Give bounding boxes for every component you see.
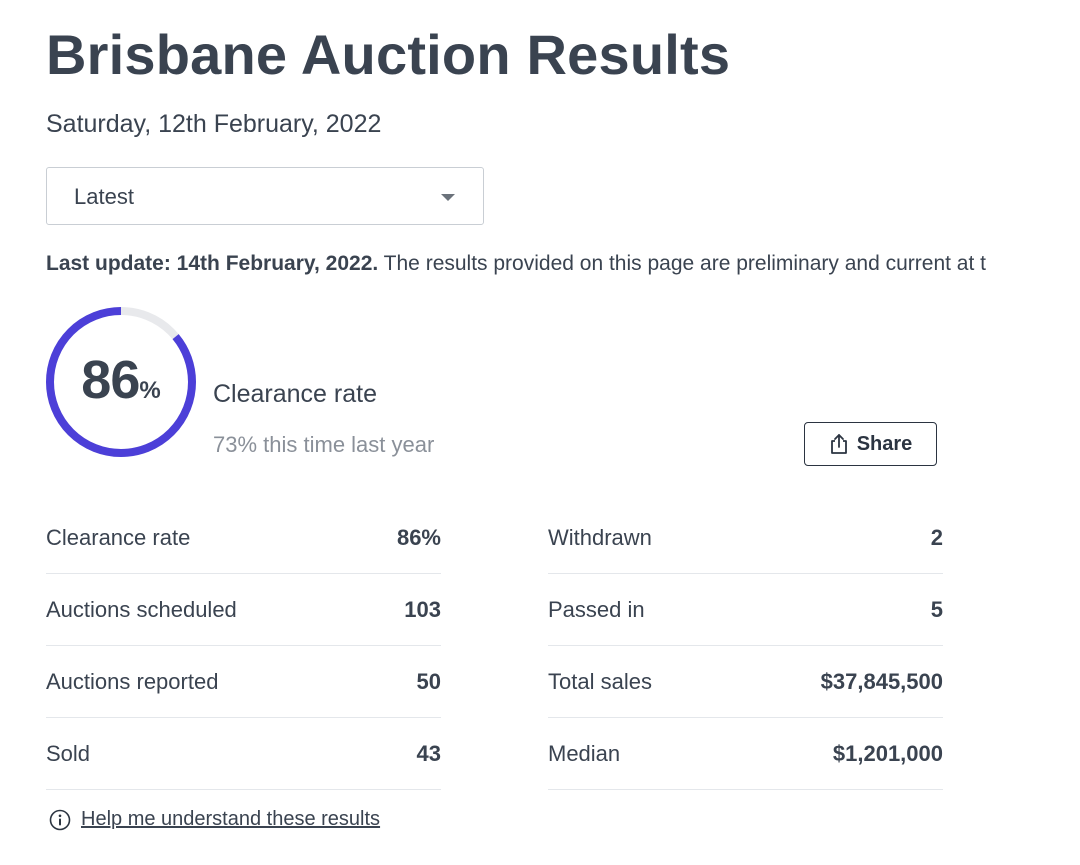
stat-row: Median $1,201,000 — [548, 718, 943, 790]
stat-label: Withdrawn — [548, 524, 652, 550]
help-understand-results-link[interactable]: Help me understand these results — [81, 808, 381, 830]
stat-value: 43 — [416, 740, 441, 766]
gauge-value: 86% — [44, 349, 198, 411]
help-link-group[interactable]: Help me understand these results — [49, 808, 380, 831]
stats-table-left: Clearance rate 86% Auctions scheduled 10… — [46, 502, 441, 790]
stat-row: Passed in 5 — [548, 574, 943, 646]
share-icon — [830, 434, 847, 454]
stat-label: Median — [548, 740, 621, 766]
stat-row: Withdrawn 2 — [548, 502, 943, 574]
share-button-label: Share — [856, 432, 913, 455]
dropdown-selected-value: Latest — [74, 184, 134, 209]
clearance-rate-comparison: 73% this time last year — [213, 432, 435, 457]
last-update-text: The results provided on this page are pr… — [378, 252, 986, 275]
results-period-dropdown[interactable]: Latest — [46, 167, 484, 225]
last-update-date: Last update: 14th February, 2022. — [46, 252, 379, 275]
stat-label: Total sales — [548, 668, 652, 694]
gauge-progress-arc — [46, 307, 196, 457]
gauge-number: 86 — [81, 350, 140, 410]
stat-value: $1,201,000 — [832, 740, 943, 766]
clearance-rate-label: Clearance rate — [213, 380, 377, 408]
stat-value: 50 — [416, 668, 441, 694]
gauge-percent-sign: % — [139, 377, 161, 404]
last-update-notice: Last update: 14th February, 2022. The re… — [46, 252, 1080, 276]
results-date: Saturday, 12th February, 2022 — [46, 110, 382, 138]
gauge-ring — [46, 307, 196, 457]
stats-table-right: Withdrawn 2 Passed in 5 Total sales $37,… — [548, 502, 943, 790]
stat-label: Clearance rate — [46, 524, 191, 550]
chevron-down-icon — [441, 194, 455, 201]
page-title: Brisbane Auction Results — [46, 23, 731, 86]
stat-value: 2 — [930, 524, 943, 550]
stat-value: 86% — [396, 524, 441, 550]
stat-row: Auctions scheduled 103 — [46, 574, 441, 646]
info-icon — [49, 809, 71, 830]
stat-value: 103 — [404, 596, 441, 622]
stat-row: Auctions reported 50 — [46, 646, 441, 718]
stat-row: Sold 43 — [46, 718, 441, 790]
stat-row: Clearance rate 86% — [46, 502, 441, 574]
stat-value: $37,845,500 — [820, 668, 943, 694]
stat-value: 5 — [930, 596, 943, 622]
stat-label: Sold — [46, 740, 91, 766]
stat-label: Auctions reported — [46, 668, 219, 694]
clearance-rate-gauge: 86% — [44, 305, 198, 459]
stat-label: Passed in — [548, 596, 645, 622]
stat-row: Total sales $37,845,500 — [548, 646, 943, 718]
stat-label: Auctions scheduled — [46, 596, 237, 622]
share-button[interactable]: Share — [804, 422, 937, 466]
